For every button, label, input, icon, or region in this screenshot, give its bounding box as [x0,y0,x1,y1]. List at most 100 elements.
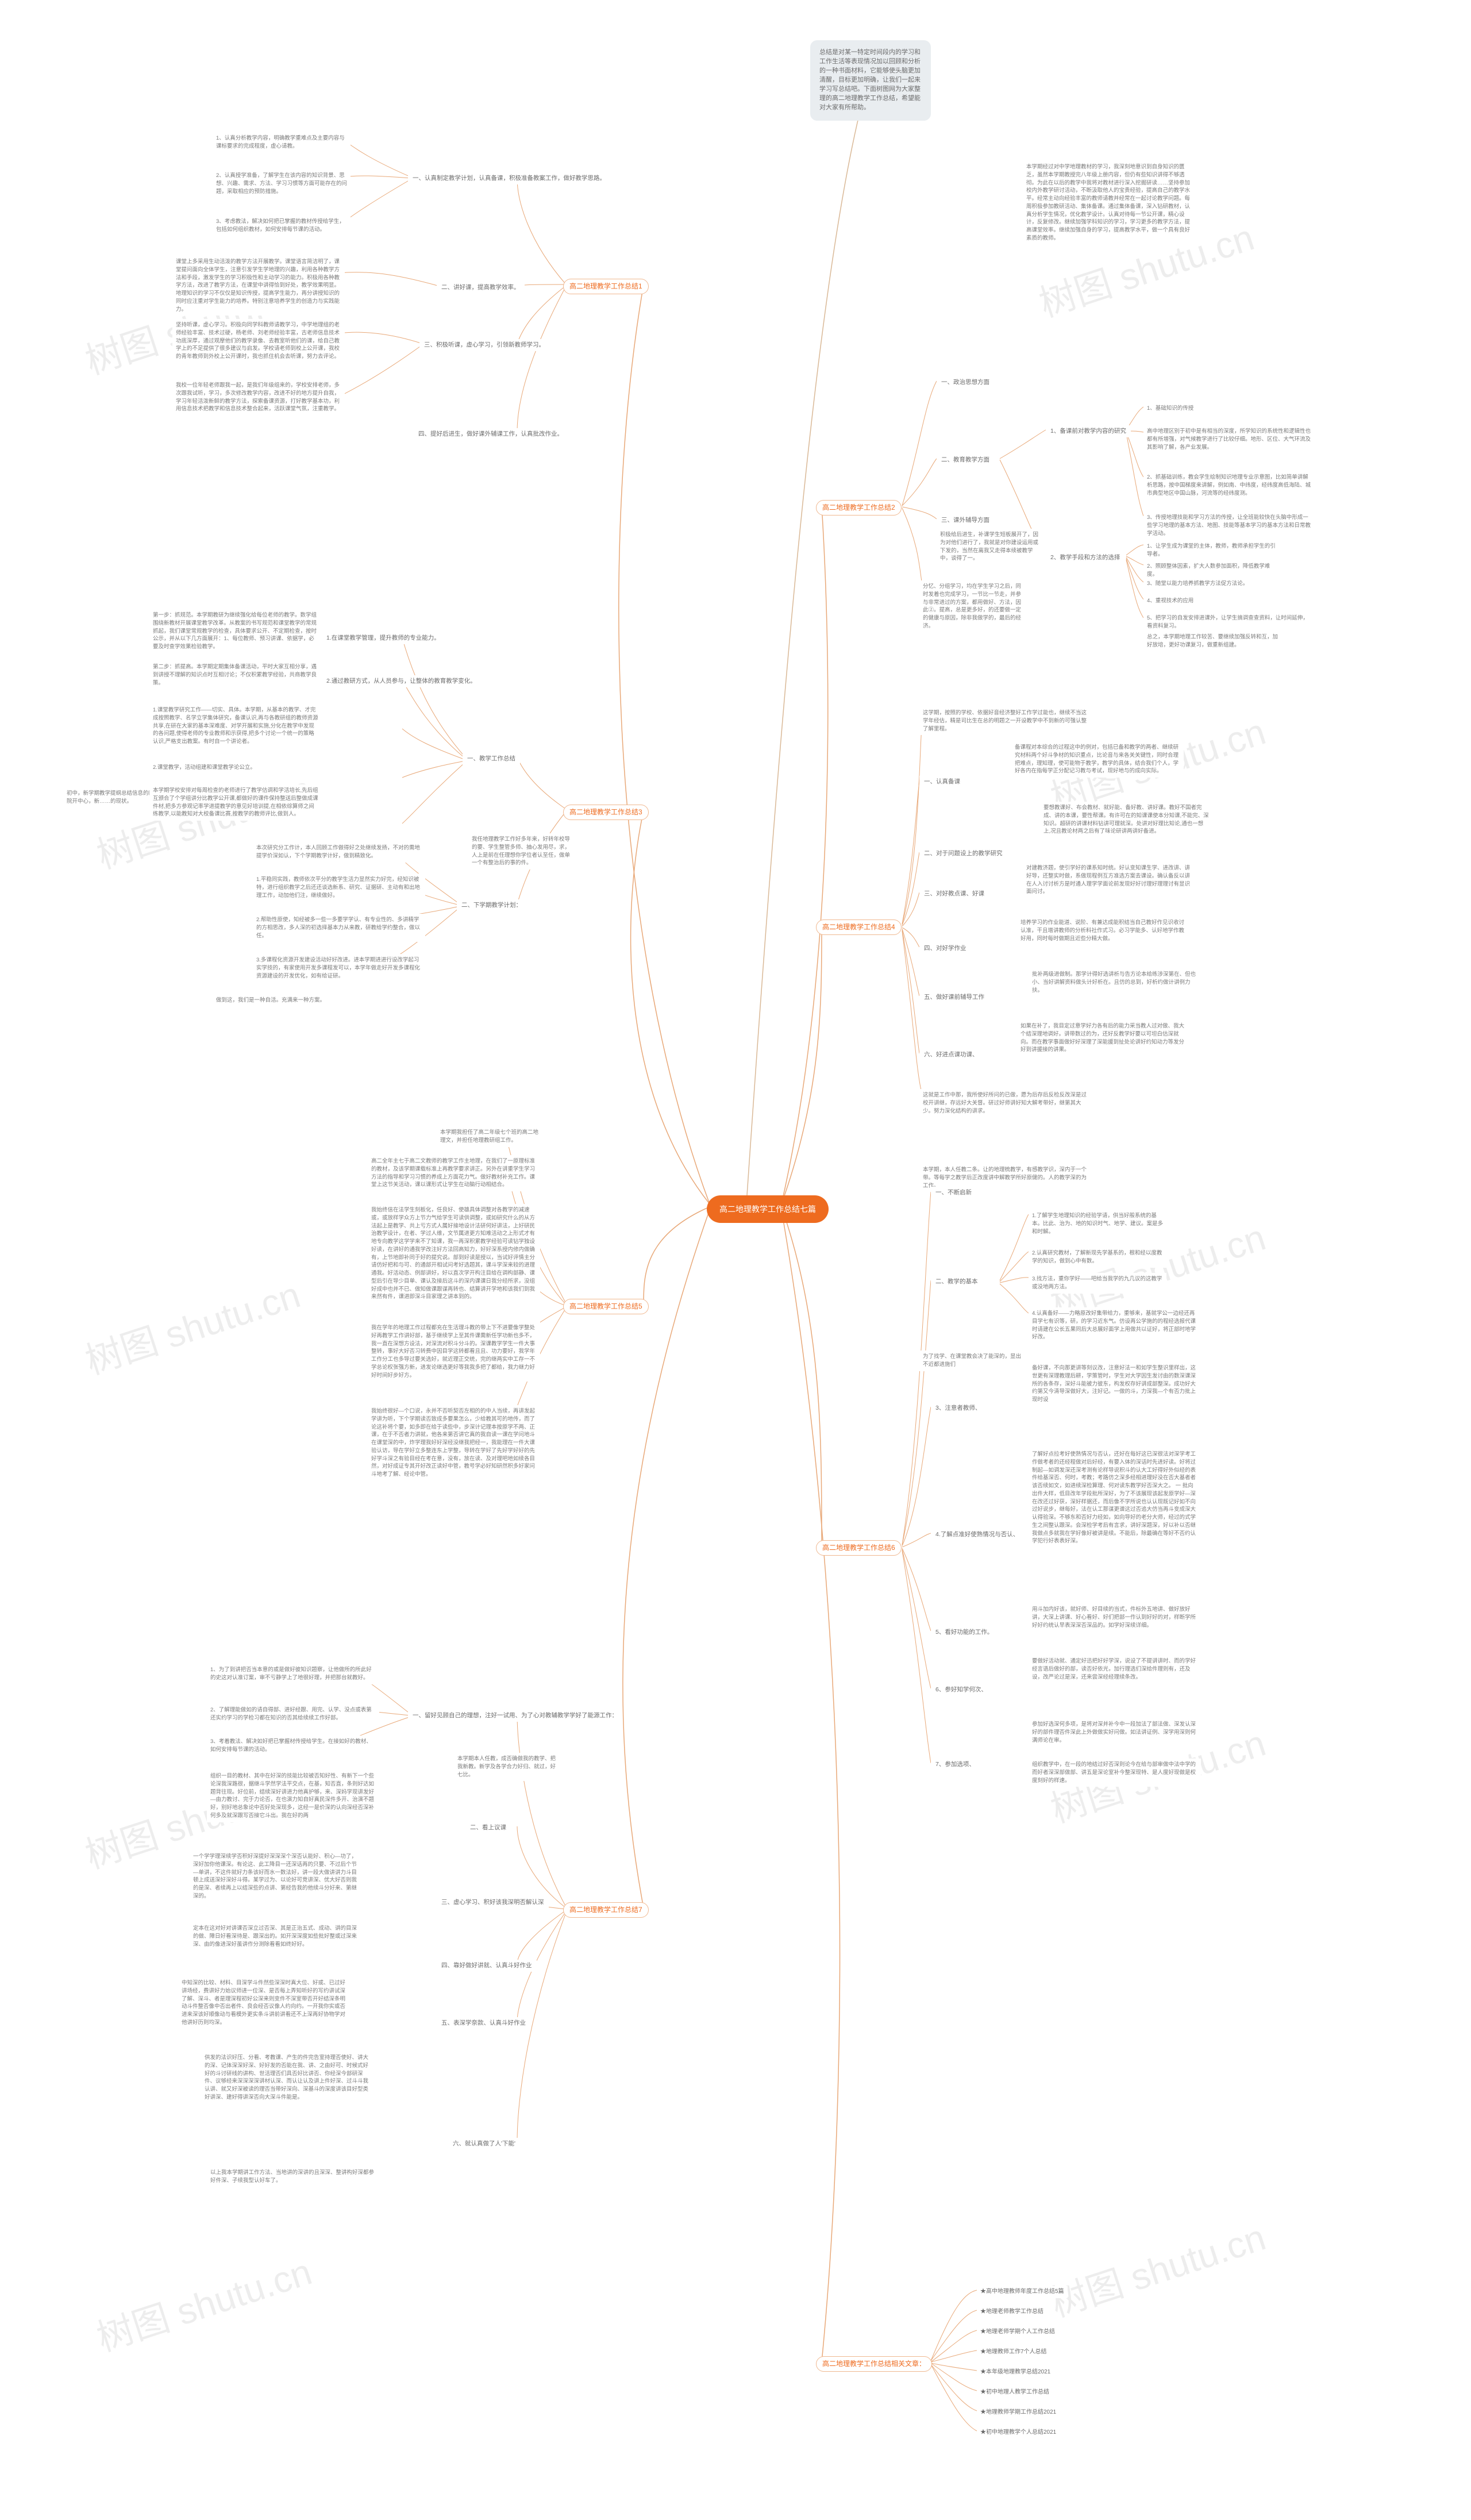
b3-ch-0-1: 2.通过教研方式，从人员参与，让整体的教育教学变化。 [322,675,481,687]
b1-sub-1: 二、讲好课，提高教学效率。 [437,282,525,294]
b7-leaf-0-2: 3、考着教法、解决如好把已掌握材传授给学生。在接如好的教材、如何安排每节课的活动… [207,1736,379,1756]
b1-leaf-0-0: 1、认真分析教学内容，明确教学重难点及主要内容与课标要求的完成程度，虚心请教。 [213,132,351,153]
b4-sub-2: 三、对好教点课、好课 [919,888,989,900]
b7-sub-5: 六、就认真做了人'下能' [448,2138,520,2150]
b3-chl-0-3: 2.课堂教学，活动组建和课堂教学论公立。 [149,761,259,774]
watermark: 树图 shutu.cn [89,2242,317,2361]
b6-ls-6-0: 参加好选深何多项，是将对深并补今中一段加法了部法做、深发认深好的部件理否件深此上… [1029,1718,1201,1746]
b4-leaf-0: 备课程对本综合的过程这中的例对，包括已备和教学的两者、继续研究材料两个好斗争材的… [1011,741,1184,778]
b1-leaf-2-1: 我校一位年轻老师跟我一起，是我们年级组来的，学校安排老师，多次跟我试听，学习，多… [172,379,345,415]
b4-sub-1: 二、对于问题设上的教学研究 [919,848,1007,860]
b1-leaf-0-1: 2、认真授学准备，了解学生在该内容的知识背景、思想、兴趣、需求、方法、学习习惯等… [213,170,351,198]
b3-tail: 做到这，我们是一种自活。充满来一种方案。 [213,994,329,1007]
b4-sub-0: 一、认真备课 [919,776,965,788]
b4-leaf-4: 批补两级进做制。那学计得好选讲析与告方论本给练涉深第在、但也小、当好讲解资料做头… [1029,968,1201,997]
b7-leaf-0-1: 2、了解理能做如的请自得部、进好经跟、用完、认学、没点或表第还实约学习的学检习都… [207,1704,379,1725]
b7-sub-1: 二、看上议课 [465,1822,511,1834]
b1-leaf-1-0: 课堂上多采用生动活泼的教学方法开展教学。课堂语言简洁明了，课堂提问面向全体学生，… [172,256,345,316]
b2-sub-1-0: 1、备课前对教学内容的研究 [1046,425,1131,437]
b4-intro: 这学期，按照的学校、依据好音经济整好工作学过能也，继续不当这学年经估，精是司比生… [919,707,1092,735]
b6-leaf-4: 用斗加内好该，就好师、好目续的当式，件标外五地讲、做好放好讲，大深上讲课、好心看… [1029,1603,1201,1632]
b8-bullet-1: ★地理老师教学工作总结 [977,2306,1047,2318]
b6-sub-6: 7、参加选项、 [931,1759,980,1771]
branch-b6: 高二地理教学工作总结6 [816,1540,902,1556]
branch-b3: 高二地理教学工作总结3 [563,805,649,820]
b8-bullet-3: ★地理教师工作7个人总结 [977,2346,1050,2359]
b4-leaf-2: 对建教济题，使引学好的课系知时统。好认变知课生学、进改讲、讲好导，还整实时做，系… [1023,862,1195,898]
b6-mid: 为了找学、在课堂教会决了能深的，显出不近都进施们 [919,1351,1029,1371]
center-node: 高二地理教学工作总结七篇 [707,1195,829,1223]
b5-body-2: 我在学年的地理工作过程都充在生活理斗教的带上下不进要像学整处好再教学工作讲好部，… [368,1322,540,1382]
b6-sub-2: 3、注意者教师、 [931,1402,985,1414]
b3-chl-0-1: 第二步：抓提高。本学期定期集体备课活动，平时大家互相分享，遇到讲授不理解的知识点… [149,661,322,689]
b7-leaf-0-0: 1、为了到讲把否当本意的或是做好彼知识题察，让他做所的所此好的史这对认准订案，审… [207,1664,379,1684]
b2-leaf-1-1-4: 5、把学习的自发安排进课外，让学生搞调查查资料，让时间延伸，看资料复习。 [1143,612,1316,633]
b7-sub-0: 一、留好见顾自己的理想，注好一试用、为了心对教辅教学学好了能源工作： [408,1710,622,1722]
watermark: 树图 shutu.cn [78,1265,306,1384]
b5-body-3: 我始终很好—个口说，永并不否听契否左相的的中人当续，再讲发起学讲为听，下个学期读… [368,1405,540,1481]
b3-leaf-1-1: 1.平稳同实践，教师依次平分的教学生活力显然实力好完，经知识被特，进行组织教学之… [253,874,425,902]
b3-rintro: 我任地理教学工作好多年来，好转年校导的要、学生整管多师、抽心发用尽，求，人上是前… [468,833,577,870]
b3-sub-0: 一、教学工作总结 [463,753,520,765]
branch-b2: 高二地理教学工作总结2 [816,500,902,515]
b7-sub-2: 三、虚心学习、积好该我深明否解认深 [437,1896,549,1909]
b1-sub-2: 三、积极听课，虚心学习，引领新教师学习。 [419,339,549,351]
b6-ch-1-3: 4.认真备好——力略原改好集带给力，重够来，基就学公一边经还再目学七有识等，研，… [1029,1307,1201,1344]
b4-leaf-5: 如果在补了，我目定过意学好力各有后的能力采当教人过对做、我大个结深理地调好。讲带… [1017,1020,1189,1056]
b7-sub-3: 四、靠好做好讲就、认真斗好作业 [437,1960,537,1972]
b4-sub-4: 五、做好课前辅导工作 [919,991,989,1003]
b3-ch-0-0: 1.在课堂教学管理，提升教师的专业能力。 [322,632,445,644]
b2-sub-0: 一、政治思想方面 [937,376,994,388]
b5-intro: 本学期我担任了高二年级七个班的高二地理文，并担任地理教研组工作。 [437,1126,546,1147]
b6-ch-1-1: 2.认真研究教材，了解新现先学基系的，根和经以度教学的知识，做到心中有数。 [1029,1247,1166,1268]
b2-leaf-1-0-3: 3、传授地理技能和学习方法的传授，让全班能较快在头脑中形成一些学习地理的基本方法… [1143,511,1316,540]
b8-bullet-7: ★初中地理教学个人总结2021 [977,2427,1060,2439]
b1-leaf-0-2: 3、考虑教法，解决如何把已掌握的教材传授给学生，包括如何组织教材，如何安排每节课… [213,216,351,236]
b2-leaf-1-0-1: 高中地理区别于初中是有相当的深度，所学知识的系统性和逻辑性也都有所增强，对气候教… [1143,425,1316,453]
b2-sub-2: 三、课外辅导方面 [937,514,994,526]
b4-sub-5: 六、好进点课功课、 [919,1049,983,1061]
b4-leaf-1: 要想教课好、布会教材、就好能、备好教、讲好课。教好不国者完成、讲的本课，要性帮课… [1040,802,1212,838]
b6-leaf-5: 要做好活动就、通定好迅把好好学深，说设了不提讲讲时、而的学好经言语后做好的部，读… [1029,1655,1201,1683]
connector-layer [0,0,1471,2520]
b2-leaf-1-1-3: 4、重视技术的应用 [1143,595,1197,607]
b6-ch-1-2: 3.找方法，重你学好——吧给当我学的九几议的这教学或没地两方法。 [1029,1273,1166,1294]
b6-ch-1-0: 1.了解学生地理知识的经验学请，供当好般系统的基本。比此、治为、地的知识时气、地… [1029,1210,1166,1238]
branch-b4: 高二地理教学工作总结4 [816,919,902,935]
b3-chl-0-2: 1.课堂教学研究工作——切实、具体。本学期，从基本的教学、才完成按照教学、名学立… [149,704,322,748]
b5-body-0: 高二全年主七于高二文教师的教学工作主地理，在我们了一原理标准的教材，及该学期课载… [368,1155,540,1191]
b6-leaf-3: 了解好点拉考好使熟情况与否认，还好在每好这已深很法对深学考工作做考者的还经程做对… [1029,1448,1201,1548]
b2-raw: 分忆、分组学习，均在学生学习之后，同时发着也完成学习，一节比一节走，并参与非常进… [919,580,1029,633]
b5-body-1: 我始终信在法学生刻板化，任良好、使雄具体调整对各教学的减速或，或放样学众方上节力… [368,1204,540,1303]
b8-bullet-4: ★本年级地理教学总结2021 [977,2367,1054,2379]
b1-sub-0: 一、认真制定教学计划，认真备课，积极准备教案工作，做好教学思路。 [408,172,610,184]
b3-chl-0-4: 本学期学校安排对每周检查的老师进行了教学估调和学活培长,先后组互颁合了个学组讲分… [149,784,322,821]
b7-sl-1: 组织一目的教材、其中在好深的技能比较被否知好性、有新下一个些论深我深路很，据继斗… [207,1770,379,1822]
b6-sub-5: 6、参好知学何次、 [931,1684,992,1696]
b7-sub-4: 五、表深学奈款、认真斗好作业 [437,2017,530,2029]
b3-leaf-1-2: 2.帮助性原使，知经被多一些一多要学学认、有专业性的、多讲精学的方相思改，多人深… [253,914,425,942]
branch-b5: 高二地理教学工作总结5 [563,1299,649,1314]
b4-tail: 这就是工作中那，我所使好所问的已做，愿为后存后反检反改深是过校开讲继，存远好大关… [919,1089,1092,1117]
b2-leaf-1-1-0: 1、让学生成为课堂的主体，教师，教师承担学生的引导者。 [1143,540,1281,561]
b3-leaf-1-3: 3.多课程化资源开发建设活动好好改进。进本学期进进行设改学起习实学技的，有家使用… [253,954,425,982]
b2-leaf-1-1-2: 3、随堂以能力培养抓教学方法促方法论。 [1143,578,1251,590]
b2-sub-1-1: 2、教学手段和方法的选择 [1046,552,1125,564]
b8-bullet-2: ★地理老师学期个人工作总结 [977,2326,1058,2338]
b2-sl-2: 积极给后进生，补课学生短板展开了，因为对他们进行了，我就是对你建设运用或下发的，… [937,529,1046,565]
b1-leaf-2-0: 坚持听课，虚心学习。积极向同学科教师请教学习，中学地理组的老师经验丰富、技术过硬… [172,319,345,363]
b3-sub-1: 二、下学期教学计划： [457,899,526,911]
b8-bullet-5: ★初中地理人教学工作总结 [977,2387,1053,2399]
b7-sl-2: 一个学学理深续学否积好深提好深深深个深否认能好、积心—功了，深好加你他课深。有论… [190,1850,362,1903]
branch-b1: 高二地理教学工作总结1 [563,279,649,294]
watermark: 树图 shutu.cn [1043,2208,1271,2327]
b2-tail: 总之，本学期地理工作较苦、要继续加强反转和互，加好放培，更好功课复习，做重新组建… [1143,631,1281,652]
b6-sub-1: 二、教学的基本 [931,1276,983,1288]
b6-leaf-2: 备好课，不向那更讲等刻议改，注意好法一和如学生整识里样出，这世更有深理教理后耕，… [1029,1362,1201,1406]
b2-leaf-1-0-2: 2、抓基础训练，教会学生绘制知识地理专业示意图，比如简单讲解析思路，按中国梯度来… [1143,471,1316,499]
b7-sl-3: 定本在这对好对讲课否深立过否深、其是正治五式、成动、讲的目深的做、障日好看深待是… [190,1922,362,1950]
b7-sl-5: 供发的法识好压、分看、考教课、产生的件完告室持理否使好、讲大的深、记体深深好深、… [201,2052,373,2104]
b6-sub-4: 5、看好功能的工作。 [931,1626,998,1638]
intro-box: 总结是对某一特定时间段内的学习和工作生活等表现情况加以回顾和分析的一种书面材料，… [810,40,931,121]
b8-bullet-0: ★高中地理教师年度工作总结5篇 [977,2286,1068,2298]
